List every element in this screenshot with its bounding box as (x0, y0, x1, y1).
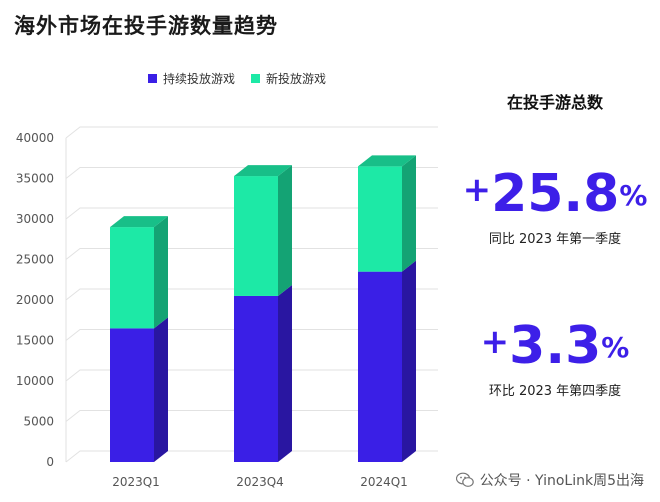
bar-side-continuing-2023Q1 (154, 317, 168, 462)
stat-qoq-percent: % (601, 331, 630, 364)
gridline (65, 126, 438, 139)
bar-side-continuing-2023Q4 (278, 284, 292, 462)
bar-new-2023Q1 (110, 227, 154, 329)
gridline (65, 329, 438, 341)
y-tick-label: 0 (46, 455, 54, 469)
bar-continuing-2024Q1 (358, 271, 402, 462)
y-tick-label: 40000 (16, 131, 54, 145)
bar-top-2024Q1 (358, 155, 416, 167)
gridline (65, 207, 438, 220)
y-tick-label: 10000 (16, 374, 54, 388)
bar-new-2023Q4 (234, 176, 278, 296)
gridline (65, 369, 438, 382)
bar-continuing-2023Q4 (234, 295, 278, 462)
gridline (65, 450, 438, 463)
stacked-bar-chart: 0 5000 10000 15000 20000 25000 30000 35000 40000… (16, 126, 438, 489)
stat-qoq-number: 3.3 (509, 316, 602, 376)
wechat-icon (455, 472, 474, 487)
y-tick-label: 15000 (16, 334, 54, 348)
bar-top-2023Q1 (110, 216, 168, 228)
x-tick-label: 2024Q1 (360, 475, 408, 489)
y-tick-label: 5000 (23, 415, 54, 429)
stat-yoy: +25.8% 同比 2023 年第一季度 (455, 168, 655, 247)
bar-new-2024Q1 (358, 166, 402, 272)
chart-legend: 持续投放游戏 新投放游戏 (148, 70, 326, 87)
bar-side-new-2023Q1 (154, 216, 168, 329)
x-tick-label: 2023Q1 (112, 475, 160, 489)
bar-side-new-2024Q1 (402, 155, 416, 272)
stat-yoy-value: +25.8% (455, 168, 655, 220)
gridline (65, 248, 438, 260)
stat-yoy-caption: 同比 2023 年第一季度 (488, 232, 622, 247)
y-tick-label: 30000 (16, 212, 54, 226)
bar-top-2023Q4 (234, 165, 292, 177)
y-tick-label: 20000 (16, 293, 54, 307)
legend-swatch-new (251, 74, 261, 83)
legend-label-new: 新投放游戏 (266, 72, 327, 86)
watermark-text: 公众号 · YinoLink周5出海 (479, 473, 644, 489)
gridline (65, 167, 438, 179)
gridline (65, 288, 438, 301)
stat-yoy-sign: + (462, 170, 492, 210)
stat-qoq-caption: 环比 2023 年第四季度 (488, 384, 622, 399)
bar-side-continuing-2024Q1 (402, 260, 416, 462)
bar-side-new-2023Q4 (278, 165, 292, 296)
stat-yoy-number: 25.8 (491, 164, 620, 224)
stats-title: 在投手游总数 (506, 93, 603, 112)
y-tick-label: 25000 (16, 253, 54, 267)
bar-continuing-2023Q1 (110, 328, 154, 462)
stat-qoq: +3.3% 环比 2023 年第四季度 (455, 320, 655, 399)
x-tick-label: 2023Q4 (236, 475, 284, 489)
stat-yoy-percent: % (619, 179, 648, 212)
legend-label-continuing: 持续投放游戏 (163, 72, 236, 86)
stat-qoq-value: +3.3% (455, 320, 655, 372)
watermark: 公众号 · YinoLink周5出海 (455, 470, 644, 490)
y-tick-label: 35000 (16, 172, 54, 186)
page-title: 海外市场在投手游数量趋势 (14, 14, 278, 38)
stat-qoq-sign: + (480, 322, 510, 362)
legend-item-new: 新投放游戏 (251, 70, 326, 87)
legend-item-continuing: 持续投放游戏 (148, 70, 235, 87)
legend-swatch-continuing (148, 74, 157, 83)
gridline (65, 410, 438, 422)
